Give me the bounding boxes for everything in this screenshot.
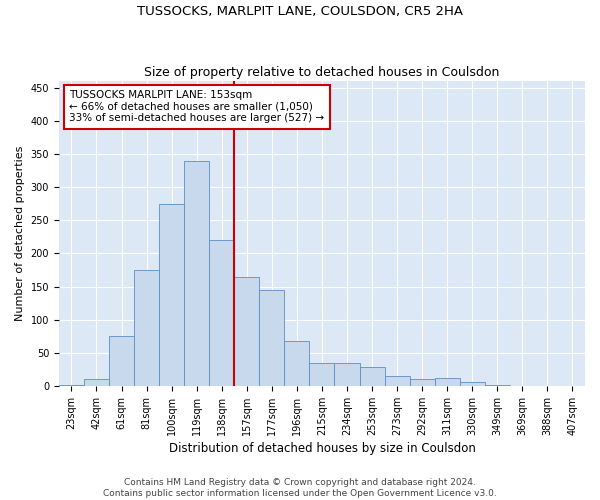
Bar [259,290,284,386]
Bar [385,376,410,386]
Bar [134,270,159,386]
Bar [434,378,460,386]
Text: Contains HM Land Registry data © Crown copyright and database right 2024.
Contai: Contains HM Land Registry data © Crown c… [103,478,497,498]
Bar [310,363,334,386]
Bar [109,336,134,386]
Bar [460,382,485,386]
Bar [84,380,109,386]
Bar [359,368,385,386]
Bar [284,341,310,386]
Bar [159,204,184,386]
Text: TUSSOCKS MARLPIT LANE: 153sqm
← 66% of detached houses are smaller (1,050)
33% o: TUSSOCKS MARLPIT LANE: 153sqm ← 66% of d… [70,90,325,124]
Bar [209,240,234,386]
Bar [234,276,259,386]
X-axis label: Distribution of detached houses by size in Coulsdon: Distribution of detached houses by size … [169,442,475,455]
Bar [334,363,359,386]
Title: Size of property relative to detached houses in Coulsdon: Size of property relative to detached ho… [144,66,500,78]
Y-axis label: Number of detached properties: Number of detached properties [15,146,25,321]
Bar [410,380,434,386]
Bar [59,384,84,386]
Bar [184,160,209,386]
Text: TUSSOCKS, MARLPIT LANE, COULSDON, CR5 2HA: TUSSOCKS, MARLPIT LANE, COULSDON, CR5 2H… [137,5,463,18]
